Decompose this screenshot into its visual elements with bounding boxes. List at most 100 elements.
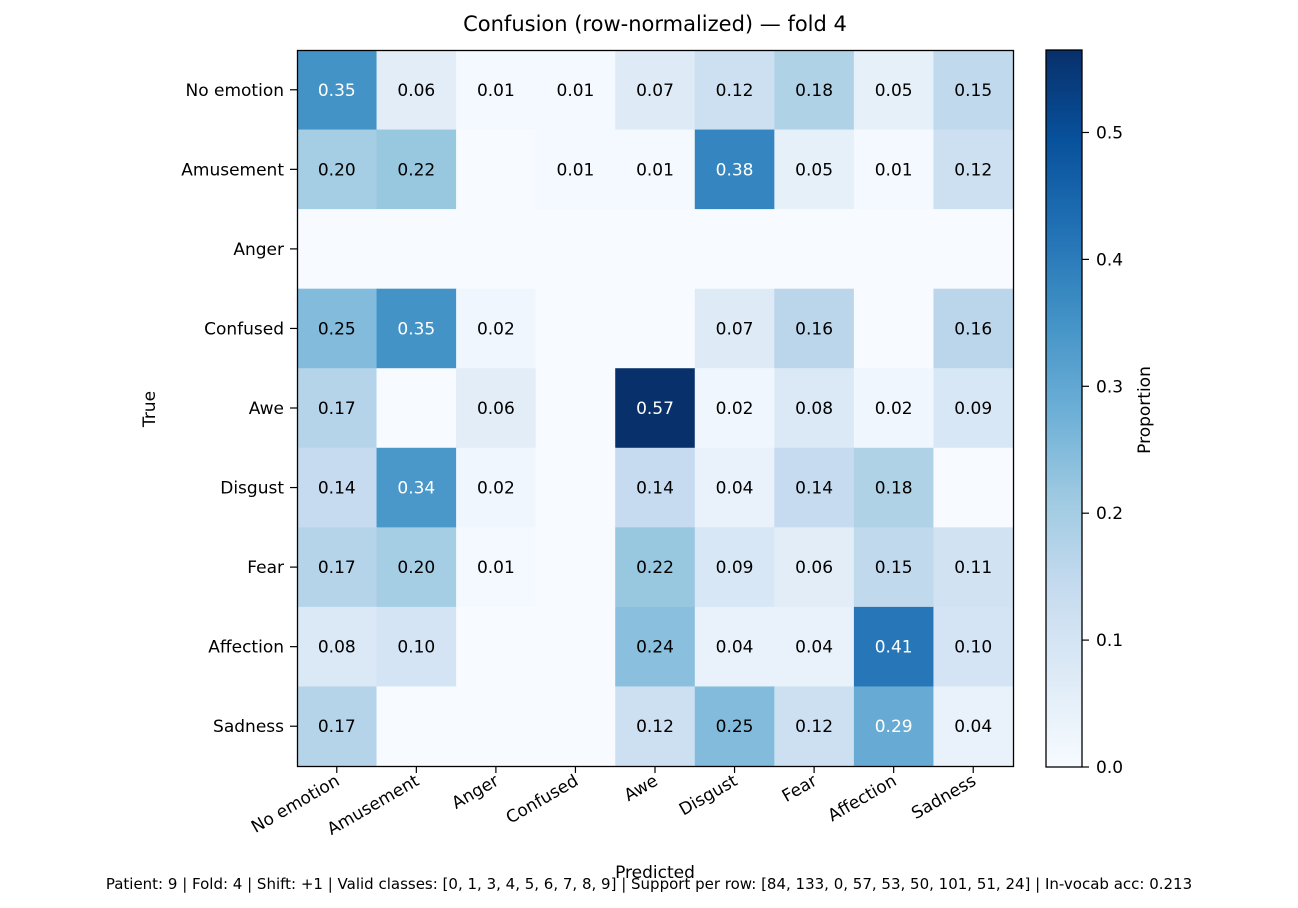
heatmap-cell [615, 527, 696, 608]
y-tick-label: Amusement [181, 160, 284, 180]
heatmap-cell [774, 50, 855, 131]
cell-value-label: 0.14 [795, 479, 833, 499]
colorbar-tick-label: 0.4 [1096, 250, 1123, 270]
heatmap-cell [774, 209, 855, 290]
cell-value-label: 0.17 [318, 717, 356, 737]
cell-value-label: 0.12 [795, 717, 833, 737]
y-tick-label: Awe [249, 399, 284, 419]
heatmap-cell [297, 209, 378, 290]
y-tick-label: Fear [247, 558, 284, 578]
colorbar-tick-label: 0.1 [1096, 631, 1123, 651]
heatmap-cell [456, 368, 537, 449]
cell-value-label: 0.02 [477, 479, 515, 499]
heatmap-cell [297, 447, 378, 528]
y-tick-label: Confused [204, 319, 284, 339]
heatmap-cell [933, 209, 1014, 290]
cell-value-label: 0.18 [875, 479, 913, 499]
heatmap-cell [535, 288, 616, 369]
heatmap-cell [376, 288, 457, 369]
heatmap-cell [933, 606, 1014, 688]
cell-value-label: 0.29 [875, 717, 913, 737]
heatmap-cell [933, 368, 1014, 449]
cell-value-label: 0.10 [954, 638, 992, 658]
cell-value-label: 0.01 [557, 160, 595, 180]
x-tick-label: Fear [779, 771, 821, 807]
cell-value-label: 0.02 [716, 399, 754, 419]
heatmap-cell [694, 368, 775, 449]
colorbar-ticks: 0.0 0.1 0.2 0.3 0.4 0.5 [1082, 123, 1123, 778]
x-tick-label: Affection [825, 771, 901, 826]
cell-value-label: 0.34 [397, 479, 435, 499]
heatmap-cell [694, 447, 775, 528]
cell-value-label: 0.35 [397, 319, 435, 339]
colorbar [1045, 49, 1083, 768]
heatmap-cell [774, 447, 855, 528]
cell-value-label: 0.09 [716, 558, 754, 578]
heatmap-cell [535, 527, 616, 608]
heatmap-cell [456, 447, 537, 528]
heatmap-cell [933, 447, 1014, 528]
cell-value-label: 0.38 [716, 160, 754, 180]
heatmap-cell [615, 129, 696, 210]
footer-caption: Patient: 9 | Fold: 4 | Shift: +1 | Valid… [106, 875, 1192, 893]
heatmap-cell [615, 606, 696, 688]
cell-value-label: 0.22 [636, 558, 674, 578]
x-tick-label: Disgust [676, 771, 742, 820]
cell-value-label: 0.12 [636, 717, 674, 737]
cell-value-label: 0.05 [795, 160, 833, 180]
x-tick-label: Confused [503, 771, 582, 828]
heatmap-cell [694, 129, 775, 210]
heatmap-cell [376, 686, 457, 767]
heatmap-cell [774, 606, 855, 688]
heatmap-cell [456, 527, 537, 608]
heatmap-cell [615, 50, 696, 131]
heatmap-cell [694, 527, 775, 608]
cell-value-label: 0.15 [954, 81, 992, 101]
cell-value-label: 0.12 [954, 160, 992, 180]
heatmap-cell [535, 209, 616, 290]
heatmap-cell [774, 686, 855, 767]
y-axis-ticks: No emotion Amusement Anger Confused Awe Disgu… [181, 81, 297, 737]
cell-value-label: 0.08 [795, 399, 833, 419]
heatmap-cell [376, 50, 457, 131]
colorbar-label: Proportion [1135, 366, 1155, 454]
heatmap-cell [774, 288, 855, 369]
cell-value-label: 0.01 [477, 558, 515, 578]
cell-value-label: 0.25 [716, 717, 754, 737]
heatmap-cell [376, 129, 457, 210]
heatmap-cell [376, 606, 457, 688]
colorbar-tick-label: 0.0 [1096, 758, 1123, 778]
x-tick-label: Awe [621, 771, 662, 806]
heatmap-cell [933, 50, 1014, 131]
heatmap-cell [694, 288, 775, 369]
cell-value-label: 0.24 [636, 638, 674, 658]
x-tick-label: Anger [449, 771, 503, 814]
heatmap-cell [456, 50, 537, 131]
heatmap-cell [853, 447, 935, 528]
heatmap-cell [933, 129, 1014, 210]
cell-value-label: 0.02 [477, 319, 515, 339]
colorbar-tick-label: 0.3 [1096, 377, 1123, 397]
cell-value-label: 0.41 [875, 638, 913, 658]
heatmap-cell [297, 686, 378, 767]
heatmap-cell [615, 447, 696, 528]
cell-value-label: 0.09 [954, 399, 992, 419]
cell-value-label: 0.14 [318, 479, 356, 499]
heatmap-cell [853, 129, 935, 210]
y-tick-label: Disgust [220, 479, 284, 499]
cell-value-label: 0.06 [795, 558, 833, 578]
colorbar-tick-label: 0.5 [1096, 123, 1123, 143]
heatmap-cell [853, 686, 935, 767]
heatmap-cell [853, 527, 935, 608]
heatmap-cell [535, 606, 616, 688]
x-tick-label: Sadness [908, 771, 980, 824]
heatmap-cell [535, 368, 616, 449]
cell-value-label: 0.01 [477, 81, 515, 101]
cell-value-label: 0.25 [318, 319, 356, 339]
cell-value-label: 0.16 [954, 319, 992, 339]
cell-value-label: 0.10 [397, 638, 435, 658]
cell-value-label: 0.05 [875, 81, 913, 101]
cell-value-label: 0.01 [557, 81, 595, 101]
y-tick-label: Sadness [213, 717, 284, 737]
